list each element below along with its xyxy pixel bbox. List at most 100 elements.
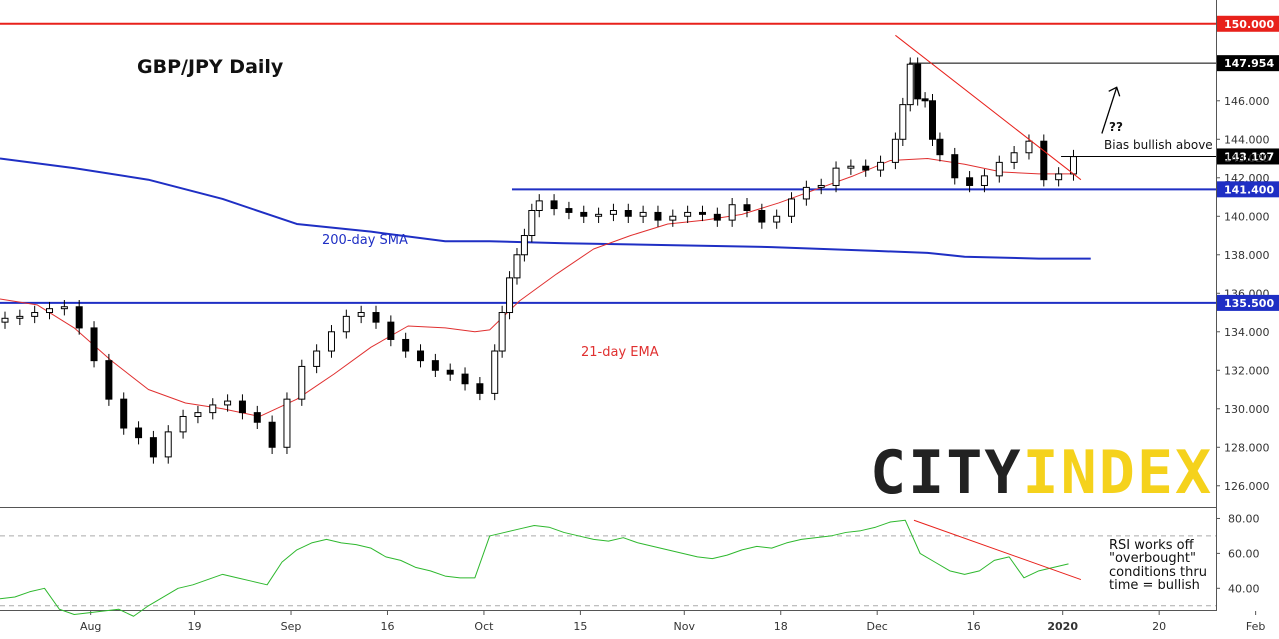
candle-body [862, 165, 870, 171]
rsi-annotation-line: RSI works off [1109, 538, 1195, 553]
candle-body [498, 312, 506, 352]
candle-body [90, 327, 98, 362]
candle-body [298, 365, 306, 400]
ema-21-line [0, 158, 1076, 417]
price-tag-label: 143.107 [1224, 150, 1274, 163]
candlesticks [1, 57, 1077, 464]
candle-body [624, 210, 632, 217]
ema-label: 21-day EMA [581, 345, 659, 360]
y-tick-label: 134.000 [1224, 326, 1270, 339]
candle-body [357, 312, 365, 317]
y-tick-label: 138.000 [1224, 249, 1270, 262]
candle-body [194, 412, 202, 417]
y-tick-label: 126.000 [1224, 480, 1270, 493]
candle-body [402, 338, 410, 352]
candle-body [609, 210, 617, 215]
x-tick-label: 16 [380, 620, 394, 633]
question-annotation: ?? [1109, 120, 1123, 134]
y-tick-label: 128.000 [1224, 441, 1270, 454]
candle-body [980, 175, 988, 186]
y-axis-ticks: 126.000128.000130.000132.000134.000136.0… [1216, 95, 1270, 595]
horizontal-levels [0, 22, 1216, 304]
x-tick-label: 19 [188, 620, 202, 633]
arrow-head [1108, 86, 1121, 97]
price-tag-label: 147.954 [1224, 57, 1274, 70]
candle-body [921, 98, 929, 102]
candle-body [75, 306, 83, 329]
resistance-trendline [895, 34, 1082, 181]
candle-body [283, 398, 291, 448]
candle-body [268, 421, 276, 448]
candle-body [60, 306, 68, 310]
y-tick-label: 130.000 [1224, 403, 1270, 416]
candle-body [1, 317, 9, 323]
x-tick-label: 2020 [1047, 620, 1078, 633]
candle-body [535, 200, 543, 211]
x-axis-ticks: Aug 19 Sep 16 Oct 15 Nov 18 Dec 16 2020 20 Feb [80, 611, 1265, 633]
rsi-trendline-path [913, 519, 1082, 581]
candle-body [513, 254, 521, 279]
x-tick-label: Aug [80, 620, 101, 633]
x-tick-label: Dec [867, 620, 888, 633]
candle-body [238, 400, 246, 414]
x-tick-label: Sep [281, 620, 302, 633]
rsi-panel [0, 507, 1216, 611]
x-tick-label: Oct [474, 620, 494, 633]
city-index-logo: CITYINDEX [870, 438, 1213, 508]
candle-body [105, 360, 113, 400]
candle-body [16, 315, 24, 319]
candle-body [1055, 173, 1063, 181]
candle-body [728, 204, 736, 221]
candle-body [669, 215, 677, 221]
candle-body [654, 211, 662, 221]
y-tick-label: 144.000 [1224, 133, 1270, 146]
candle-body [253, 412, 261, 423]
candle-body [595, 213, 603, 217]
candle-body [802, 186, 810, 200]
price-tag-label: 141.400 [1224, 183, 1274, 196]
price-tag-box [1217, 148, 1279, 165]
sma-label: 200-day SMA [322, 233, 408, 248]
logo-city: CITY [870, 438, 1023, 508]
bullish-arrow [1101, 86, 1121, 134]
rsi-y-tick-label: 60.00 [1228, 547, 1260, 560]
candle-body [1069, 156, 1077, 175]
candle-body [164, 431, 172, 458]
ema-21-path [0, 158, 1076, 417]
candle-body [31, 312, 39, 317]
y-tick-label: 146.000 [1224, 95, 1270, 108]
y-tick-label: 140.000 [1224, 210, 1270, 223]
price-panel [0, 0, 1216, 507]
candle-body [936, 138, 944, 156]
candle-body [995, 161, 1003, 177]
candle-body [684, 211, 692, 217]
candle-body [966, 177, 974, 186]
candle-body [372, 312, 380, 323]
bias-annotation: Bias bullish above [1104, 138, 1213, 152]
candle-body [580, 211, 588, 217]
chart-title: GBP/JPY Daily [137, 56, 284, 78]
candle-body [1010, 152, 1018, 163]
x-tick-label: 18 [774, 620, 788, 633]
candle-body [149, 437, 157, 458]
candle-body [120, 398, 128, 429]
candle-body [899, 104, 907, 140]
candle-body [1040, 140, 1048, 181]
candle-body [135, 427, 143, 439]
price-tag-box [1217, 181, 1279, 198]
candle-body [951, 154, 959, 179]
candle-body [327, 331, 335, 352]
candle-body [431, 360, 439, 371]
candle-body [847, 165, 855, 169]
rsi-y-tick-label: 40.00 [1228, 582, 1260, 595]
candle-body [877, 161, 885, 171]
arrow-shaft [1101, 87, 1118, 134]
candle-body [520, 235, 528, 256]
x-tick-label: 16 [967, 620, 981, 633]
y-tick-label: 132.000 [1224, 364, 1270, 377]
candle-body [476, 383, 484, 394]
candle-body [906, 63, 914, 106]
candle-body [491, 350, 499, 394]
price-tag-box [1217, 294, 1279, 311]
